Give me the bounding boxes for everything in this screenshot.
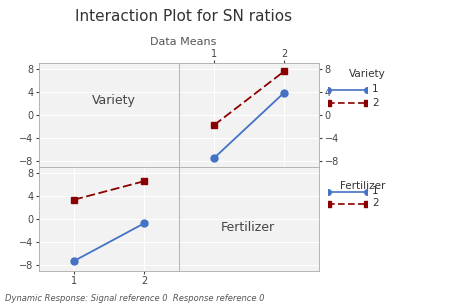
Text: 1: 1 [372, 186, 378, 196]
Text: Variety: Variety [349, 69, 386, 79]
Text: 1: 1 [372, 84, 378, 94]
Text: 2: 2 [372, 98, 378, 107]
Text: Dynamic Response: Signal reference 0  Response reference 0: Dynamic Response: Signal reference 0 Res… [5, 294, 264, 303]
Text: 2: 2 [372, 199, 378, 208]
Text: Variety: Variety [92, 94, 136, 107]
Text: Interaction Plot for SN ratios: Interaction Plot for SN ratios [75, 9, 292, 24]
Text: Data Means: Data Means [151, 37, 217, 47]
Text: Fertilizer: Fertilizer [340, 181, 385, 191]
Text: Fertilizer: Fertilizer [221, 221, 275, 234]
